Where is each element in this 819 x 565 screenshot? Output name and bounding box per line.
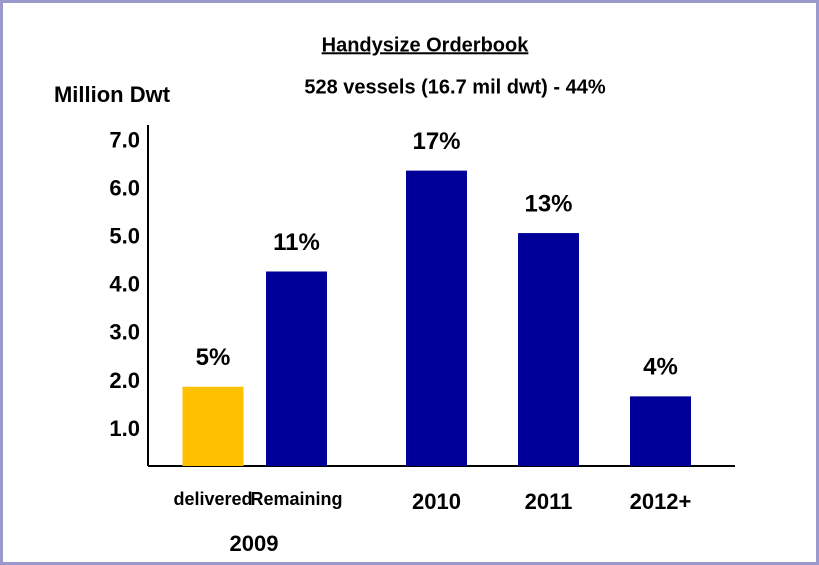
y-tick-label: 2.0 [109, 368, 140, 393]
x-tick-label: 2012+ [630, 489, 692, 514]
chart-title: Handysize Orderbook [322, 34, 530, 56]
y-tick-label: 3.0 [109, 320, 140, 345]
x-tick-label: 2011 [525, 489, 573, 514]
x-tick-label: 2010 [412, 489, 461, 514]
bar [266, 271, 327, 466]
data-label: 5% [196, 344, 231, 371]
data-label: 11% [273, 229, 320, 256]
group-label: 2009 [230, 531, 279, 556]
chart-subtitle: 528 vessels (16.7 mil dwt) - 44% [304, 76, 605, 98]
data-label: 17% [412, 128, 460, 155]
data-label: 4% [643, 354, 678, 381]
bar [518, 233, 579, 466]
x-tick-label: Remaining [250, 489, 342, 509]
y-tick-label: 5.0 [109, 224, 140, 249]
y-tick-label: 6.0 [109, 176, 140, 201]
bar [182, 386, 244, 466]
bar [630, 396, 691, 466]
x-tick-label: delivered [173, 489, 252, 509]
y-tick-label: 4.0 [109, 272, 140, 297]
y-axis-label: Million Dwt [54, 82, 171, 107]
y-tick-label: 7.0 [109, 128, 140, 153]
data-label: 13% [524, 190, 572, 217]
bar [406, 170, 467, 466]
y-tick-label: 1.0 [109, 416, 140, 441]
